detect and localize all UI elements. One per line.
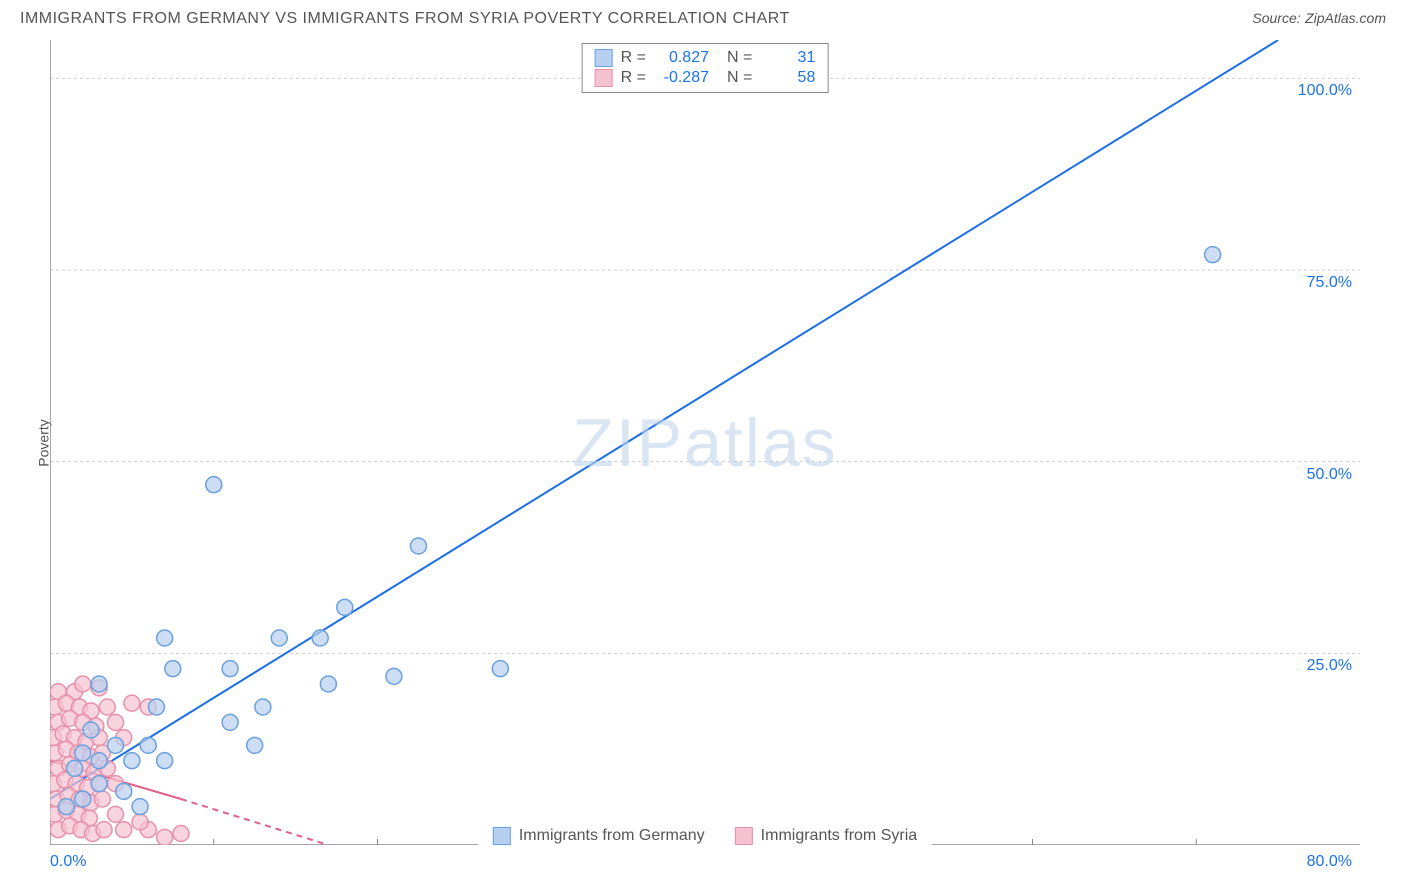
y-tick-label: 25.0% xyxy=(1307,657,1352,675)
series-name: Immigrants from Syria xyxy=(761,827,917,845)
chart-title: IMMIGRANTS FROM GERMANY VS IMMIGRANTS FR… xyxy=(20,10,790,28)
source-label: Source: xyxy=(1252,10,1300,26)
n-value: 58 xyxy=(760,69,815,87)
source-name: ZipAtlas.com xyxy=(1305,10,1386,26)
y-tick-label: 100.0% xyxy=(1298,82,1352,100)
series-legend-item: Immigrants from Germany xyxy=(493,827,705,845)
r-label: R = xyxy=(621,49,646,67)
legend-swatch xyxy=(595,49,613,67)
n-label: N = xyxy=(727,49,752,67)
legend-swatch xyxy=(735,827,753,845)
n-value: 31 xyxy=(760,49,815,67)
n-label: N = xyxy=(727,69,752,87)
legend-swatch xyxy=(595,69,613,87)
source-attribution: Source: ZipAtlas.com xyxy=(1252,10,1386,28)
r-label: R = xyxy=(621,69,646,87)
y-tick-label: 75.0% xyxy=(1307,274,1352,292)
y-tick-label: 50.0% xyxy=(1307,466,1352,484)
correlation-legend: R = 0.827 N = 31 R = -0.287 N = 58 xyxy=(582,43,829,93)
x-tick-label: 80.0% xyxy=(1307,853,1352,871)
series-legend: Immigrants from Germany Immigrants from S… xyxy=(478,825,932,847)
r-value: 0.827 xyxy=(654,49,709,67)
legend-swatch xyxy=(493,827,511,845)
r-value: -0.287 xyxy=(654,69,709,87)
chart-container: Poverty ZIPatlas R =0.827N =31R =-0.287N… xyxy=(50,40,1360,845)
correlation-row: R = -0.287 N = 58 xyxy=(595,68,816,88)
series-name: Immigrants from Germany xyxy=(519,827,705,845)
series-legend-item: Immigrants from Syria xyxy=(735,827,917,845)
x-tick-label: 0.0% xyxy=(50,853,86,871)
scatter-plot xyxy=(50,40,1360,845)
correlation-row: R = 0.827 N = 31 xyxy=(595,48,816,68)
